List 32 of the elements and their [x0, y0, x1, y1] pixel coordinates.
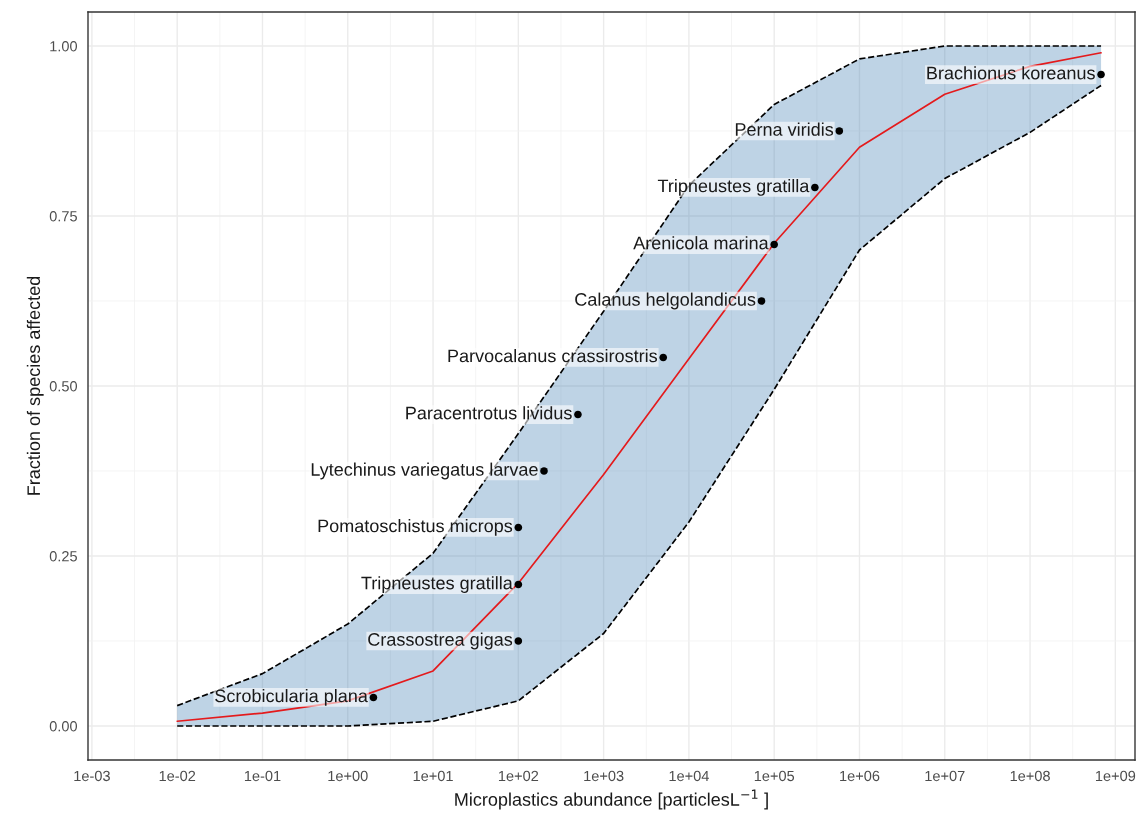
annotation: Pomatoschistus microps [318, 519, 513, 536]
annotation: Crassostrea gigas [368, 632, 513, 650]
annotation: Paracentrotus lividus [406, 406, 572, 420]
x-tick-label: 1e+02 [498, 770, 539, 782]
annotation: Lytechinus variegatus larvae [311, 462, 538, 480]
x-tick-label: 1e+01 [413, 770, 453, 782]
annotation: Arenicola marina [633, 236, 769, 250]
y-tick-label: 0.00 [49, 721, 78, 732]
annotation: Parvocalanus crassirostris [448, 349, 658, 363]
annotation: Tripneustes gratilla [657, 179, 810, 196]
x-tick-label: 1e+00 [328, 770, 368, 782]
annotation: Tripneustes gratilla [361, 576, 513, 593]
x-tick-label: 1e+06 [840, 770, 880, 782]
x-tick-label: 1e+08 [1010, 770, 1050, 782]
y-axis-title: Fraction of species affected [26, 276, 44, 495]
x-tick-label: 1e+09 [1095, 770, 1136, 782]
x-axis-title: Microplastics abundance [particlesL$^{−1}$ ] [455, 789, 768, 810]
x-tick-label: 1e-03 [74, 770, 110, 782]
x-tick-label: 1e+05 [754, 770, 795, 782]
y-tick-label: 1.00 [50, 41, 78, 52]
annotation: Calanus helgolandicus [575, 292, 756, 310]
y-tick-label: 0.50 [49, 381, 78, 392]
annotation: Perna viridis [735, 122, 834, 136]
x-tick-label: 1e-01 [244, 770, 281, 782]
x-tick-label: 1e-02 [159, 770, 196, 782]
x-tick-label: 1e+07 [925, 770, 965, 782]
x-tick-label: 1e+04 [669, 770, 709, 782]
x-tick-label: 1e+03 [584, 770, 624, 782]
annotation: Scrobicularia plana [215, 689, 368, 706]
y-tick-label: 0.25 [49, 551, 77, 562]
y-tick-label: 0.75 [49, 211, 77, 222]
annotation: Brachionus koreanus [927, 66, 1095, 80]
